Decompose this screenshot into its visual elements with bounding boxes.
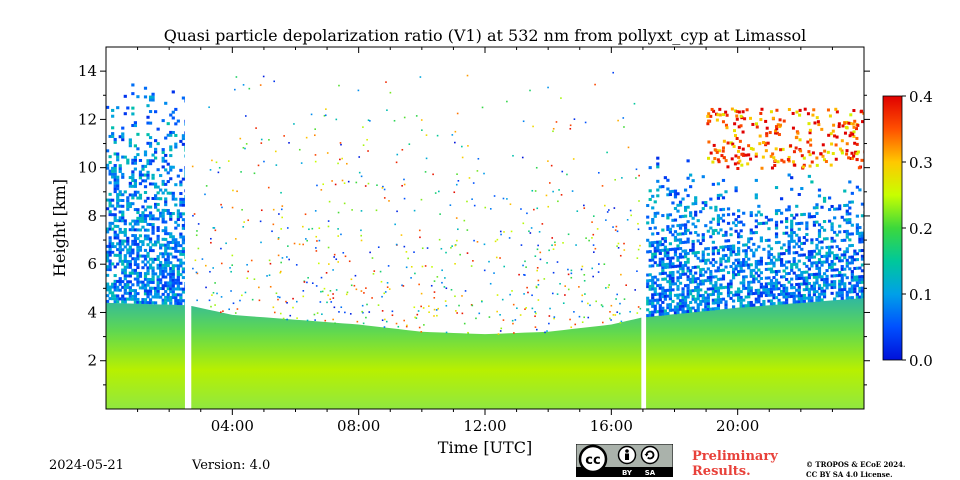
copyright-line-1: © TROPOS & ECoE 2024. — [806, 460, 906, 469]
y-tick-label: 14 — [78, 62, 97, 80]
data-gap-2 — [641, 47, 647, 409]
plot-area — [106, 47, 864, 409]
boundary-layer-band — [106, 297, 864, 409]
data-gap-1 — [184, 47, 192, 409]
copyright-notice: © TROPOS & ECoE 2024. CC BY SA 4.0 Licen… — [806, 460, 905, 480]
x-tick-label: 04:00 — [211, 417, 254, 435]
cc-logo-icon — [578, 444, 608, 474]
cirrus-layer — [706, 107, 864, 170]
footer-version: Version: 4.0 — [192, 458, 271, 473]
colorbar-tick-label: 0.0 — [909, 352, 933, 370]
y-tick-label: 4 — [87, 303, 97, 321]
x-tick-label: 12:00 — [463, 417, 506, 435]
colorbar-ticks: 0.0 0.1 0.2 0.3 0.4 — [902, 88, 933, 370]
x-axis-title: Time [UTC] — [438, 438, 532, 457]
preliminary-notice: Preliminary Results. — [692, 449, 778, 479]
y-tick-label: 8 — [87, 207, 97, 225]
daytime-noise — [191, 71, 642, 335]
x-tick-label: 16:00 — [590, 417, 633, 435]
cc-logo-text: cc — [585, 453, 600, 468]
by-label: BY — [622, 469, 633, 477]
sa-label: SA — [645, 469, 656, 477]
nighttime-signal — [106, 83, 864, 318]
sa-share-icon — [640, 445, 660, 465]
y-tick-label: 6 — [87, 255, 97, 273]
y-tick-label: 12 — [78, 110, 97, 128]
colorbar-tick-label: 0.2 — [909, 220, 933, 238]
colorbar-tick-label: 0.4 — [909, 88, 933, 106]
preliminary-line-2: Results. — [692, 464, 751, 479]
colorbar-tick-label: 0.1 — [909, 286, 933, 304]
cc-license-badge: cc BY SA — [576, 444, 673, 477]
colorbar-tick-label: 0.3 — [909, 154, 933, 172]
y-axis: 2 4 6 8 10 12 14 — [78, 62, 870, 386]
x-tick-label: 08:00 — [337, 417, 380, 435]
copyright-line-2: CC BY SA 4.0 License. — [806, 470, 893, 479]
y-tick-label: 10 — [78, 159, 97, 177]
footer-date: 2024-05-21 — [49, 458, 124, 473]
y-axis-title: Height [km] — [50, 179, 69, 277]
chart-title: Quasi particle depolarization ratio (V1)… — [164, 26, 807, 45]
x-tick-label: 20:00 — [716, 417, 759, 435]
preliminary-line-1: Preliminary — [692, 449, 778, 464]
x-axis: 04:00 08:00 12:00 16:00 20:00 — [137, 47, 833, 435]
y-tick-label: 2 — [87, 352, 97, 370]
colorbar — [882, 95, 903, 361]
